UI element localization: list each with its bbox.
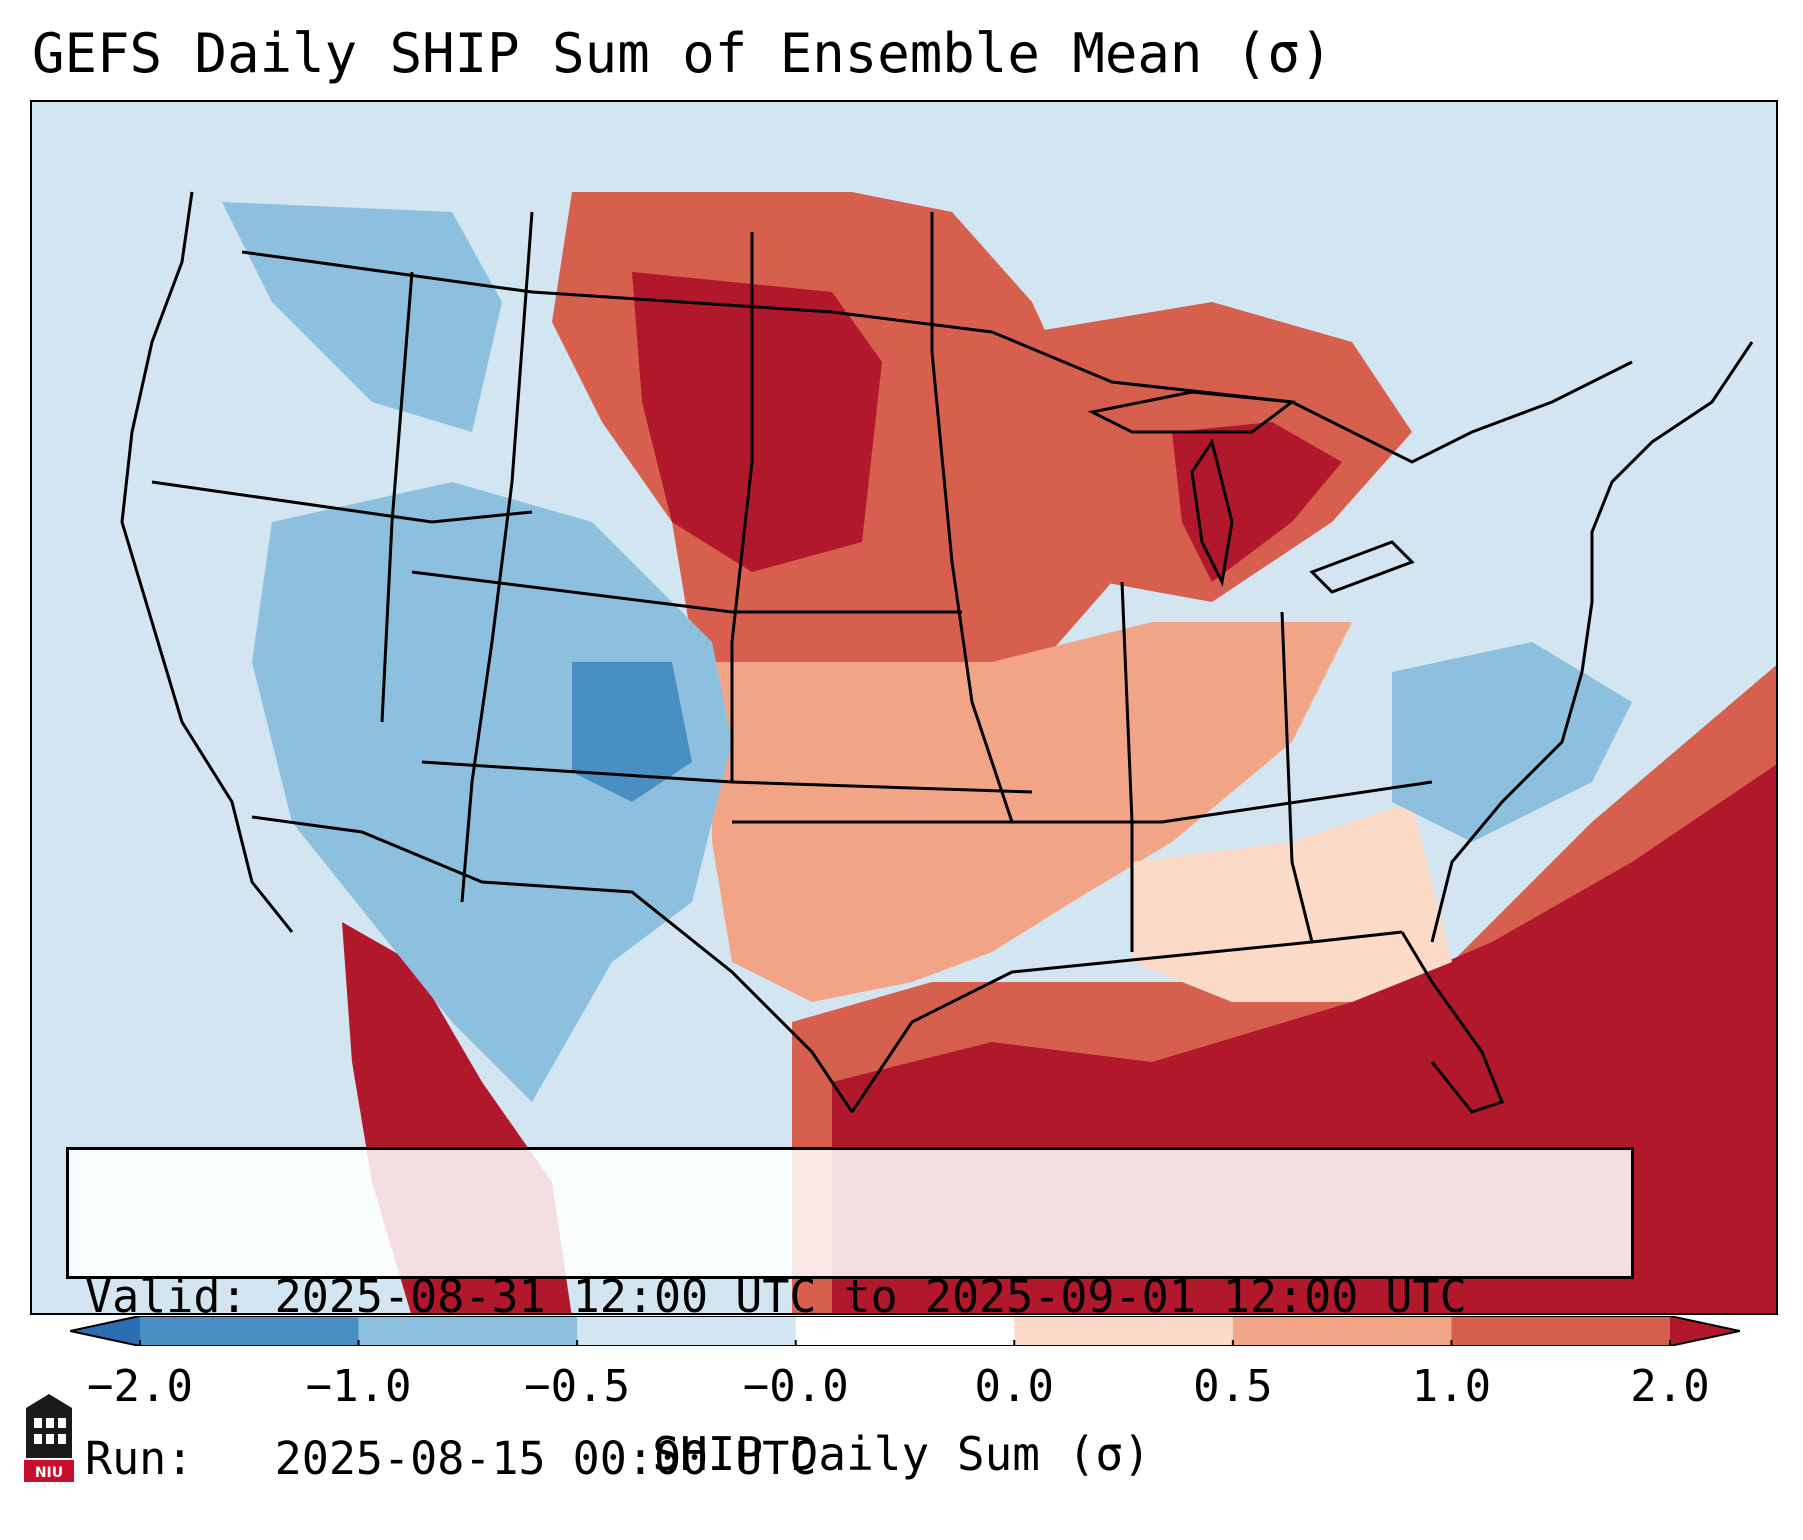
colorbar-tick-label: 0.5: [1193, 1361, 1273, 1412]
us-canada-border: [241, 250, 993, 334]
state-line-7: [460, 211, 534, 903]
lake-superior: [1087, 390, 1296, 434]
colorbar-bin: [70, 1316, 140, 1346]
state-line-8: [380, 271, 414, 723]
anomaly-southwest-blue: [252, 482, 732, 1102]
anomaly-michigan-core: [1172, 422, 1342, 582]
boundaries: [120, 191, 1754, 1114]
colorbar-bin: [358, 1316, 578, 1346]
run-line: Run: 2025-08-15 00:00 UTC: [85, 1432, 817, 1485]
colorbar-tick-label: −0.0: [742, 1361, 849, 1412]
colorbar-tick-label: −1.0: [305, 1361, 412, 1412]
colorbar-tick-label: 0.0: [974, 1361, 1055, 1412]
valid-line: Valid: 2025-08-31 12:00 UTC to 2025-09-0…: [85, 1270, 1467, 1323]
us-coast-west: [120, 191, 294, 933]
anomaly-central-belt: [712, 622, 1352, 1002]
colorbar-tick-label: −0.5: [524, 1361, 631, 1412]
colorbar-bin: [140, 1316, 360, 1346]
state-line-10: [1280, 611, 1314, 943]
colorbar-bin: [1232, 1316, 1452, 1346]
colorbar: [70, 1316, 1740, 1346]
state-line-1: [151, 480, 533, 524]
canada-border-east: [991, 330, 1633, 464]
state-line-4: [732, 780, 1433, 824]
colorbar-tick-label: −2.0: [87, 1361, 193, 1412]
florida: [1400, 931, 1504, 1114]
east-coast: [1430, 341, 1754, 943]
lake-michigan: [1190, 438, 1234, 587]
colorbar-bin: [1670, 1316, 1740, 1346]
state-line-2: [411, 570, 962, 614]
niu-logo: NIU: [24, 1394, 74, 1482]
lake-erie: [1309, 540, 1415, 594]
anomaly-idaho-blue: [222, 202, 502, 432]
anomaly-mid-atlantic-blue: [1392, 642, 1632, 842]
state-line-9: [1120, 581, 1134, 952]
state-line-5: [730, 232, 754, 782]
colorbar-bin: [577, 1316, 797, 1346]
state-line-6: [930, 212, 1014, 823]
colorbar-tick-label: 2.0: [1630, 1361, 1710, 1412]
map-panel: [30, 100, 1778, 1315]
valid-run-box: Valid: 2025-08-31 12:00 UTC to 2025-09-0…: [66, 1147, 1634, 1485]
colorbar-label: SHIP Daily Sum (σ): [652, 1427, 1151, 1481]
ship-map: [120, 191, 1776, 1313]
us-mexico-border: [251, 815, 854, 1113]
colorbar-bin: [1451, 1316, 1671, 1346]
colorbar-bin: [795, 1316, 1015, 1346]
logo-text: NIU: [35, 1465, 63, 1481]
anomaly-colorado-core: [572, 662, 692, 802]
chart-title: GEFS Daily SHIP Sum of Ensemble Mean (σ): [32, 22, 1333, 85]
colorbar-tick-label: 1.0: [1411, 1361, 1492, 1412]
anomaly-dakotas-core: [632, 272, 882, 572]
colorbar-bin: [1014, 1316, 1234, 1346]
